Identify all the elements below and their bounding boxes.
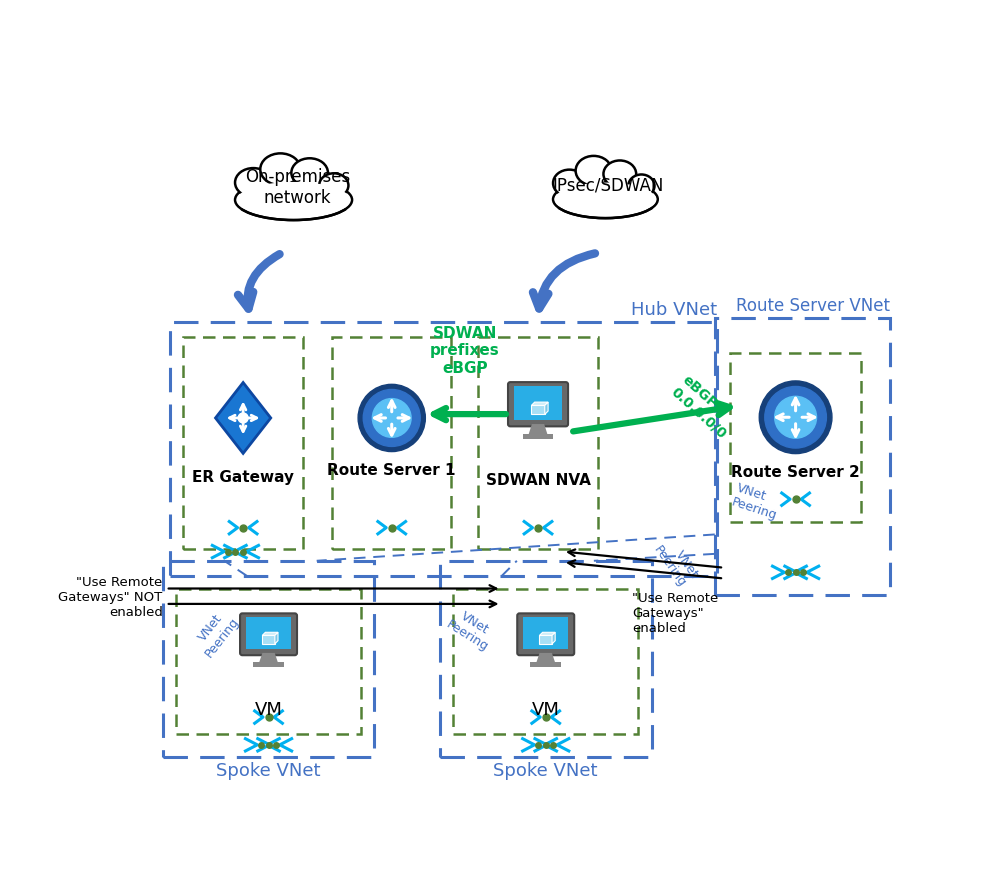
Ellipse shape: [603, 160, 636, 188]
Polygon shape: [262, 635, 275, 644]
Bar: [530, 662, 561, 667]
Ellipse shape: [260, 153, 300, 185]
Text: SDWAN
prefixes
eBGP: SDWAN prefixes eBGP: [429, 326, 499, 375]
Bar: [246, 618, 291, 649]
Text: SDWAN NVA: SDWAN NVA: [485, 473, 590, 488]
Ellipse shape: [553, 181, 657, 218]
Text: "Use Remote
Gateways"
enabled: "Use Remote Gateways" enabled: [632, 591, 718, 634]
Polygon shape: [531, 405, 545, 414]
Circle shape: [774, 396, 815, 438]
Bar: [452, 589, 637, 734]
Bar: [514, 387, 562, 420]
Text: VM: VM: [255, 701, 282, 719]
Bar: [477, 337, 597, 549]
Ellipse shape: [554, 182, 656, 216]
Bar: [439, 561, 651, 757]
FancyBboxPatch shape: [240, 613, 297, 655]
Polygon shape: [258, 653, 278, 664]
Ellipse shape: [235, 168, 272, 197]
Polygon shape: [552, 633, 555, 644]
Circle shape: [358, 384, 425, 452]
Ellipse shape: [319, 174, 348, 197]
Bar: [184, 337, 303, 549]
Polygon shape: [262, 633, 278, 635]
Ellipse shape: [628, 174, 654, 197]
FancyBboxPatch shape: [508, 382, 568, 426]
Bar: [729, 353, 861, 522]
Bar: [162, 561, 374, 757]
Text: VNet
Peering: VNet Peering: [729, 481, 782, 522]
Text: Spoke VNet: Spoke VNet: [493, 762, 598, 780]
Text: Route Server 1: Route Server 1: [327, 463, 455, 478]
Ellipse shape: [291, 159, 328, 187]
Text: eBGP
0.0.0.0/0: eBGP 0.0.0.0/0: [668, 373, 739, 441]
Ellipse shape: [553, 170, 585, 196]
Circle shape: [238, 413, 248, 423]
Bar: [332, 337, 451, 549]
Ellipse shape: [235, 180, 352, 220]
Polygon shape: [275, 633, 278, 644]
Text: Hub VNet: Hub VNet: [630, 301, 716, 319]
Bar: [176, 589, 360, 734]
Polygon shape: [536, 653, 556, 664]
Text: VNet
Peering: VNet Peering: [650, 535, 700, 589]
Bar: [523, 434, 553, 440]
Circle shape: [372, 398, 410, 437]
Ellipse shape: [575, 156, 611, 186]
Bar: [171, 322, 716, 576]
Polygon shape: [539, 633, 555, 635]
Text: Route Server 2: Route Server 2: [730, 465, 860, 480]
Text: VNet
Peering: VNet Peering: [191, 605, 242, 660]
Text: Route Server VNet: Route Server VNet: [735, 297, 890, 315]
Text: Spoke VNet: Spoke VNet: [216, 762, 321, 780]
Circle shape: [363, 389, 420, 447]
Polygon shape: [539, 635, 552, 644]
Polygon shape: [216, 382, 271, 454]
Polygon shape: [528, 424, 548, 436]
Bar: [714, 318, 890, 596]
Bar: [253, 662, 284, 667]
FancyBboxPatch shape: [517, 613, 574, 655]
Text: VNet
Peering: VNet Peering: [443, 605, 497, 654]
Text: On-premises
network: On-premises network: [245, 168, 350, 207]
Circle shape: [758, 381, 831, 454]
Ellipse shape: [237, 182, 350, 218]
Polygon shape: [531, 402, 548, 405]
Polygon shape: [545, 402, 548, 414]
Bar: [523, 618, 568, 649]
Circle shape: [764, 387, 825, 448]
Text: "Use Remote
Gateways" NOT
enabled: "Use Remote Gateways" NOT enabled: [58, 576, 162, 619]
Text: IPsec/SDWAN: IPsec/SDWAN: [552, 176, 663, 194]
Text: VM: VM: [532, 701, 559, 719]
Text: ER Gateway: ER Gateway: [192, 470, 294, 485]
